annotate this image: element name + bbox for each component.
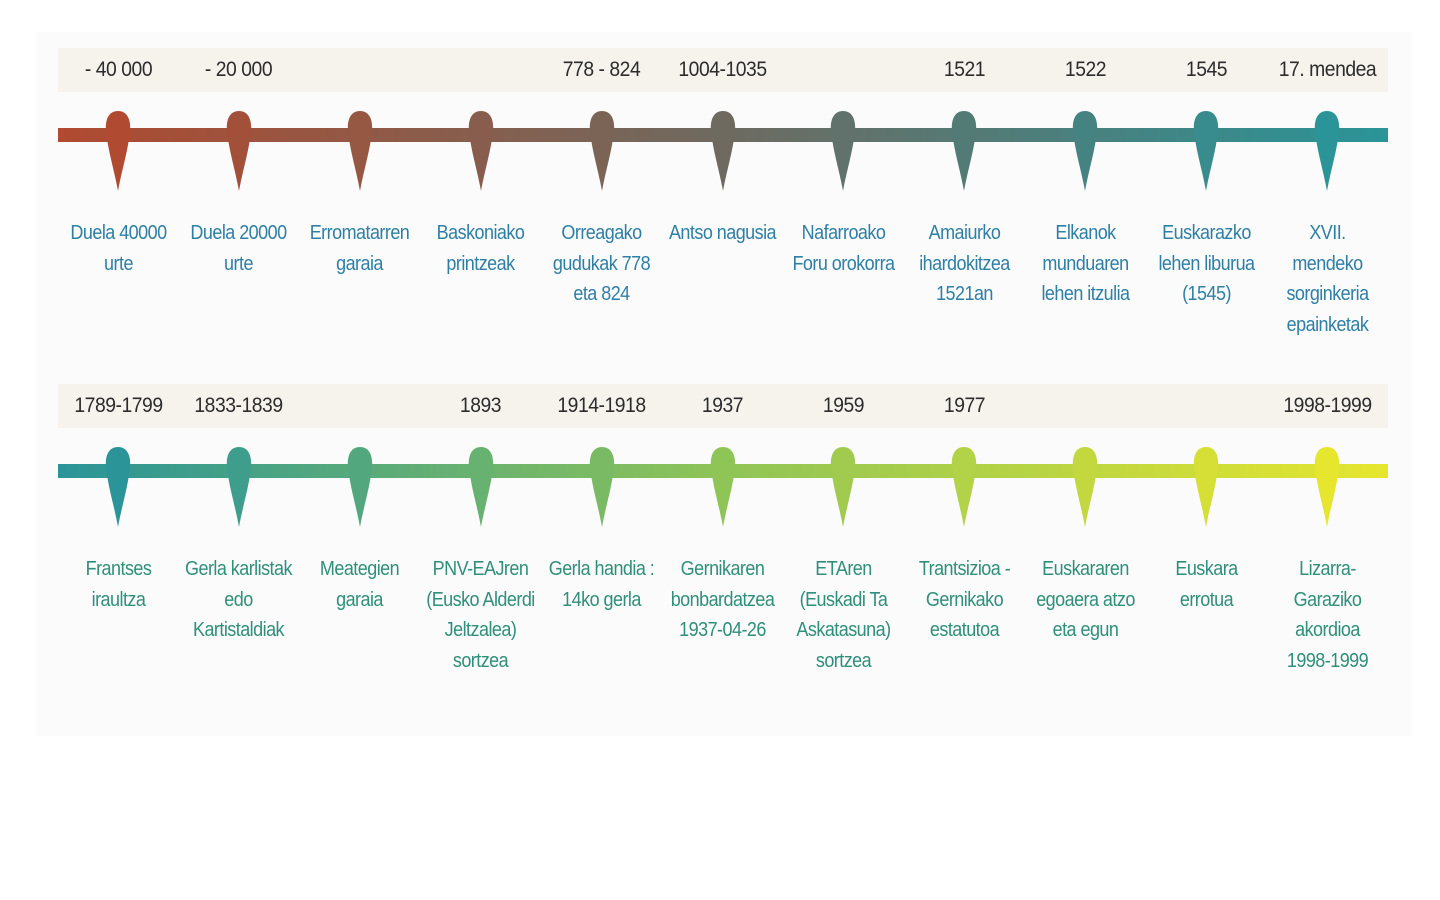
event-date: 1914-1918 bbox=[557, 394, 646, 417]
event-label: Orreagako gudukak 778 eta 824 bbox=[553, 222, 651, 306]
timeline-pin-icon bbox=[468, 447, 493, 527]
date-band bbox=[58, 48, 1388, 92]
timeline-pin-icon bbox=[589, 111, 614, 191]
event-date: 1893 bbox=[460, 394, 502, 417]
timeline-pin-icon bbox=[710, 447, 735, 527]
event-label: Lizarra-Garaziko akordioa 1998-1999 bbox=[1286, 558, 1368, 672]
event-label: Duela 20000 urte bbox=[190, 222, 288, 275]
event-label: Elkanok munduaren lehen itzulia bbox=[1041, 222, 1130, 306]
date-band bbox=[58, 384, 1388, 428]
timeline-pin-icon bbox=[468, 111, 493, 191]
timeline-pin-icon bbox=[952, 447, 977, 527]
event-date: 1959 bbox=[822, 394, 865, 417]
event-label: Gernikaren bonbardatzea 1937-04-26 bbox=[670, 558, 775, 642]
event-label: Euskara errotua bbox=[1174, 558, 1238, 611]
event-label: Frantses iraultza bbox=[85, 558, 151, 611]
timeline-pin-icon bbox=[1073, 111, 1098, 191]
event-label: Gerla karlistak edo Kartistaldiak bbox=[185, 558, 293, 642]
timeline-pin-icon bbox=[347, 111, 372, 191]
timeline-pin-icon bbox=[589, 447, 614, 527]
event-date: 1004-1035 bbox=[678, 58, 767, 81]
event-date: - 20 000 bbox=[205, 58, 273, 81]
event-label: Antso nagusia bbox=[668, 222, 777, 244]
event-date: 1998-1999 bbox=[1282, 394, 1372, 417]
timeline-pin-icon bbox=[1314, 111, 1340, 191]
timeline-pin-icon bbox=[710, 111, 735, 191]
event-label: PNV-EAJren (Eusko Alderdi Jeltzalea) sor… bbox=[426, 558, 535, 672]
event-label: XVII. mendeko sorginkeria epainketak bbox=[1285, 222, 1369, 336]
event-label: Trantsizioa - Gernikako estatutoa bbox=[918, 558, 1011, 642]
timeline-pin-icon bbox=[1193, 111, 1219, 191]
event-label: Gerla handia : 14ko gerla bbox=[548, 558, 655, 611]
event-date: 17. mendea bbox=[1278, 58, 1376, 81]
timeline-pin-icon bbox=[1193, 447, 1219, 527]
event-label: Meategien garaia bbox=[320, 558, 400, 611]
timeline-pin-icon bbox=[347, 447, 372, 527]
event-date: - 40 000 bbox=[84, 58, 152, 81]
timeline-pin-icon bbox=[226, 447, 252, 527]
event-date: 778 - 824 bbox=[562, 58, 641, 81]
event-label: Nafarroako Foru orokorra bbox=[792, 222, 895, 275]
timeline-pin-icon bbox=[831, 447, 856, 527]
event-date: 1937 bbox=[701, 394, 744, 417]
event-label: ETAren (Euskadi Ta Askatasuna) sortzea bbox=[796, 558, 891, 672]
event-label: Amaiurko ihardokitzea 1521an bbox=[919, 222, 1010, 306]
event-label: Euskarazko lehen liburua (1545) bbox=[1158, 222, 1255, 306]
event-label: Baskoniako printzeak bbox=[436, 222, 525, 275]
timeline-pin-icon bbox=[1314, 447, 1340, 527]
event-label: Euskararen egoaera atzo eta egun bbox=[1035, 558, 1135, 642]
event-date: 1521 bbox=[943, 58, 986, 81]
event-date: 1789-1799 bbox=[73, 394, 163, 417]
event-date: 1833-1839 bbox=[194, 394, 284, 417]
timeline-pin-icon bbox=[1073, 447, 1098, 527]
event-label: Duela 40000 urte bbox=[69, 222, 167, 275]
timeline-pin-icon bbox=[952, 111, 977, 191]
event-date: 1977 bbox=[943, 394, 986, 417]
timeline-pin-icon bbox=[105, 111, 131, 191]
event-label: Erromatarren garaia bbox=[310, 222, 410, 275]
timeline-pin-icon bbox=[831, 111, 856, 191]
event-date: 1522 bbox=[1064, 58, 1107, 81]
timeline-pin-icon bbox=[105, 447, 131, 527]
timeline-pin-icon bbox=[226, 111, 252, 191]
event-date: 1545 bbox=[1185, 58, 1228, 81]
